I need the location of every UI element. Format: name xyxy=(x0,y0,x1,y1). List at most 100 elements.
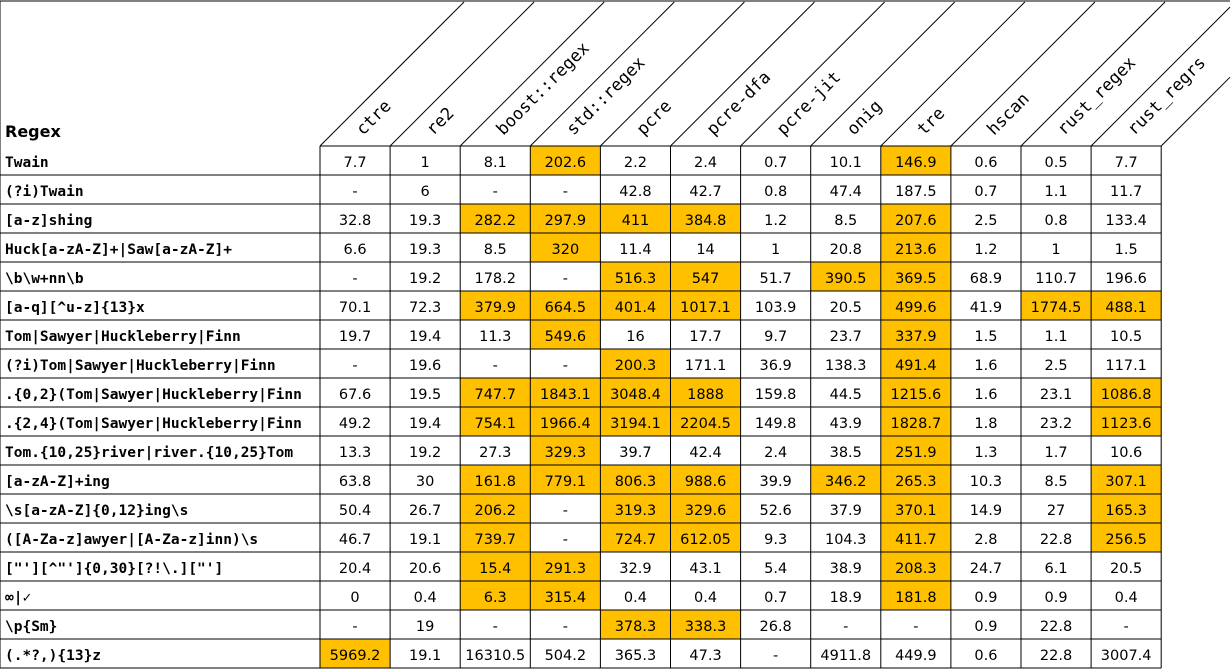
value-cell: 20.8 xyxy=(830,242,862,258)
highlight-cell xyxy=(460,552,531,581)
value-cell: 26.8 xyxy=(760,619,792,635)
value-cell: 491.4 xyxy=(895,358,937,374)
value-cell: 42.7 xyxy=(689,184,721,200)
value-cell: 315.4 xyxy=(545,590,587,606)
value-cell: 6 xyxy=(421,184,430,200)
value-cell: 4911.8 xyxy=(820,648,871,664)
value-cell: 20.6 xyxy=(409,561,441,577)
value-cell: 1.6 xyxy=(974,358,997,374)
value-cell: - xyxy=(913,619,918,635)
value-cell: 0.9 xyxy=(974,619,997,635)
highlight-cell xyxy=(880,494,951,523)
value-cell: 2.4 xyxy=(694,155,717,171)
value-cell: 390.5 xyxy=(825,271,867,287)
value-cell: 329.6 xyxy=(685,503,727,519)
value-cell: 724.7 xyxy=(615,532,657,548)
value-cell: 6.1 xyxy=(1045,561,1068,577)
value-cell: 291.3 xyxy=(545,561,587,577)
highlight-cell xyxy=(530,378,601,407)
value-cell: 165.3 xyxy=(1105,503,1147,519)
value-cell: 1.1 xyxy=(1045,184,1068,200)
value-cell: 370.1 xyxy=(895,503,937,519)
value-cell: 159.8 xyxy=(755,387,797,403)
value-cell: 2.8 xyxy=(974,532,997,548)
highlight-cell xyxy=(880,349,951,378)
value-cell: 6.3 xyxy=(484,590,507,606)
header-diagonal-line xyxy=(1090,6,1231,147)
value-cell: 23.2 xyxy=(1040,416,1072,432)
highlight-cell xyxy=(670,494,741,523)
value-cell: 0.7 xyxy=(974,184,997,200)
header-diagonal-line xyxy=(670,1,815,147)
value-cell: 19.2 xyxy=(409,271,441,287)
highlight-cell xyxy=(670,523,741,552)
value-cell: 1774.5 xyxy=(1031,300,1082,316)
highlight-cell xyxy=(880,436,951,465)
highlight-cell xyxy=(320,639,391,668)
value-cell: 378.3 xyxy=(615,619,657,635)
value-cell: - xyxy=(352,619,357,635)
value-cell: 19.2 xyxy=(409,445,441,461)
value-cell: 171.1 xyxy=(685,358,727,374)
value-cell: 516.3 xyxy=(615,271,657,287)
regex-label: [a-q][^u-z]{13}x xyxy=(5,300,145,316)
value-cell: 1123.6 xyxy=(1101,416,1152,432)
table-row: Tom|Sawyer|Huckleberry|Finn 19.7 19.4 11.3 5… xyxy=(5,320,1142,349)
highlight-cell xyxy=(880,378,951,407)
value-cell: 338.3 xyxy=(685,619,727,635)
value-cell: 19.4 xyxy=(409,329,441,345)
value-cell: 117.1 xyxy=(1105,358,1147,374)
highlight-cell xyxy=(460,494,531,523)
column-header-onig: onig xyxy=(843,96,886,139)
value-cell: 43.9 xyxy=(830,416,862,432)
value-cell: 27.3 xyxy=(479,445,511,461)
value-cell: 1.3 xyxy=(974,445,997,461)
highlight-cell xyxy=(600,407,671,436)
value-cell: 146.9 xyxy=(895,155,937,171)
value-cell: 2.5 xyxy=(1045,358,1068,374)
value-cell: 23.7 xyxy=(830,329,862,345)
value-cell: 1.2 xyxy=(974,242,997,258)
highlight-cell xyxy=(880,204,951,233)
highlight-cell xyxy=(1021,291,1092,320)
header-diagonal-line xyxy=(600,1,745,147)
value-cell: 411 xyxy=(622,213,650,229)
regex-label: (?i)Twain xyxy=(5,184,84,200)
column-header-hscan: hscan xyxy=(983,89,1033,139)
value-cell: 8.5 xyxy=(484,242,507,258)
value-cell: 806.3 xyxy=(615,474,657,490)
value-cell: 15.4 xyxy=(479,561,511,577)
value-cell: 16310.5 xyxy=(465,648,525,664)
table-row: [a-q][^u-z]{13}x 70.1 72.3 379.9 664.5 401.4 1… xyxy=(5,291,1162,320)
value-cell: 499.6 xyxy=(895,300,937,316)
value-cell: 200.3 xyxy=(615,358,657,374)
highlight-cell xyxy=(1091,494,1162,523)
value-cell: 8.5 xyxy=(1045,474,1068,490)
value-cell: 488.1 xyxy=(1105,300,1147,316)
regex-label: ([A-Za-z]awyer|[A-Za-z]inn)\s xyxy=(5,532,258,548)
value-cell: 24.7 xyxy=(970,561,1002,577)
value-cell: 187.5 xyxy=(895,184,937,200)
value-cell: 754.1 xyxy=(474,416,516,432)
value-cell: 42.8 xyxy=(619,184,651,200)
value-cell: 2.4 xyxy=(764,445,787,461)
value-cell: 1.8 xyxy=(974,416,997,432)
value-cell: 337.9 xyxy=(895,329,937,345)
value-cell: 196.6 xyxy=(1105,271,1147,287)
value-cell: 307.1 xyxy=(1105,474,1147,490)
value-cell: 384.8 xyxy=(685,213,727,229)
regex-label: [a-zA-Z]+ing xyxy=(5,474,110,490)
value-cell: 1086.8 xyxy=(1101,387,1152,403)
value-cell: 265.3 xyxy=(895,474,937,490)
value-cell: 1 xyxy=(771,242,780,258)
value-cell: 7.7 xyxy=(344,155,367,171)
highlight-cell xyxy=(600,523,671,552)
highlight-cell xyxy=(600,291,671,320)
value-cell: 17.7 xyxy=(689,329,721,345)
highlight-cell xyxy=(670,262,741,291)
regex-label: \s[a-zA-Z]{0,12}ing\s xyxy=(5,503,188,519)
regex-label: .{2,4}(Tom|Sawyer|Huckleberry|Finn xyxy=(5,416,302,432)
highlight-cell xyxy=(530,407,601,436)
value-cell: 1 xyxy=(1051,242,1060,258)
value-cell: 5969.2 xyxy=(330,648,381,664)
